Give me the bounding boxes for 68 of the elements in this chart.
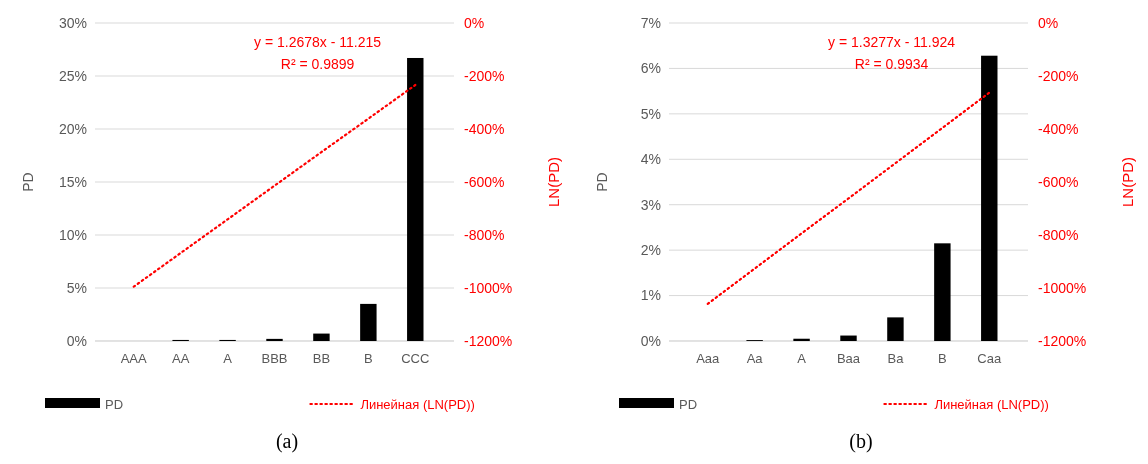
x-tick-label: Baa xyxy=(836,351,861,366)
y-tick-label: 5% xyxy=(640,105,661,122)
x-tick-label: AA xyxy=(171,351,190,366)
y-tick-label: 4% xyxy=(640,151,661,168)
y-tick-label: 30% xyxy=(58,14,87,31)
y-tick-label: 3% xyxy=(640,196,661,213)
y-tick-label: 2% xyxy=(640,242,661,259)
y2-tick-label: -200% xyxy=(1038,67,1079,84)
bar xyxy=(313,333,330,341)
x-tick-label: CCC xyxy=(401,351,430,366)
x-tick-label: B xyxy=(364,351,373,366)
y-tick-label: 0% xyxy=(640,332,661,349)
y2-tick-label: 0% xyxy=(1038,14,1059,31)
x-tick-label: BB xyxy=(312,351,331,366)
y-tick-label: 25% xyxy=(58,67,87,84)
y2-tick-label: -600% xyxy=(1038,173,1079,190)
x-tick-label: A xyxy=(223,351,233,366)
annotation: R² = 0.9934 xyxy=(854,56,929,72)
legend-label: Линейная (LN(PD)) xyxy=(934,396,1049,412)
legend-label: PD xyxy=(105,396,124,412)
y-axis-title: PD xyxy=(20,172,36,192)
y2-tick-label: -200% xyxy=(464,67,505,84)
y2-tick-label: -1200% xyxy=(1038,332,1087,349)
y-tick-label: 6% xyxy=(640,60,661,77)
y-tick-label: 20% xyxy=(58,120,87,137)
x-tick-label: B xyxy=(938,351,947,366)
y2-tick-label: -1000% xyxy=(464,279,513,296)
x-tick-label: Aaa xyxy=(696,351,721,366)
y2-tick-label: -1200% xyxy=(464,332,513,349)
y-tick-label: 1% xyxy=(640,287,661,304)
x-tick-label: AAA xyxy=(120,351,148,366)
x-tick-label: Caa xyxy=(977,351,1002,366)
text: (b) xyxy=(849,430,873,453)
bar xyxy=(981,55,998,341)
bar xyxy=(887,317,904,341)
x-tick-label: BBB xyxy=(261,351,288,366)
legend-label: PD xyxy=(679,396,698,412)
bar xyxy=(407,57,424,341)
line-series xyxy=(132,83,417,288)
y-axis-title: PD xyxy=(594,172,610,192)
y2-tick-label: 0% xyxy=(464,14,485,31)
line-series xyxy=(706,91,991,305)
y-tick-label: 5% xyxy=(66,279,87,296)
y2-tick-label: -1000% xyxy=(1038,279,1087,296)
y-tick-label: 7% xyxy=(640,14,661,31)
y2-tick-label: -800% xyxy=(464,226,505,243)
x-tick-label: Ba xyxy=(887,351,905,366)
y-tick-label: 15% xyxy=(58,173,87,190)
x-tick-label: A xyxy=(797,351,807,366)
annotation: R² = 0.9899 xyxy=(280,56,355,72)
bar xyxy=(934,243,951,341)
x-tick-label: Aa xyxy=(746,351,764,366)
bar xyxy=(840,335,857,341)
bar xyxy=(266,338,283,341)
annotation: y = 1.3277x - 11.924 xyxy=(828,34,956,50)
text: (a) xyxy=(275,430,299,453)
annotation: y = 1.2678x - 11.215 xyxy=(254,34,382,50)
y-tick-label: 0% xyxy=(66,332,87,349)
y2-tick-label: -600% xyxy=(464,173,505,190)
legend-label: Линейная (LN(PD)) xyxy=(360,396,475,412)
y2-axis-title: LN(PD) xyxy=(545,156,562,208)
y2-tick-label: -400% xyxy=(464,120,505,137)
bar xyxy=(793,338,810,341)
y2-tick-label: -800% xyxy=(1038,226,1079,243)
y2-tick-label: -400% xyxy=(1038,120,1079,137)
y2-axis-title: LN(PD) xyxy=(1119,156,1136,208)
y-tick-label: 10% xyxy=(58,226,87,243)
bar xyxy=(360,303,377,341)
